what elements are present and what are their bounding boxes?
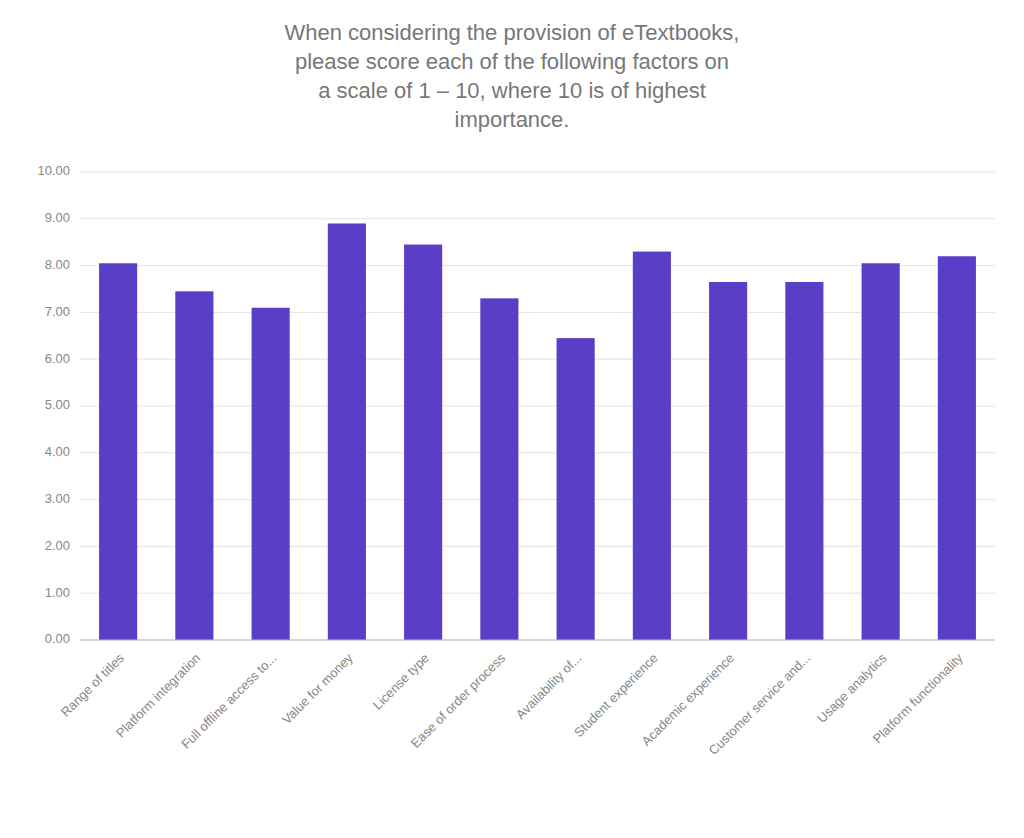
grid-line (80, 265, 995, 266)
y-tick-label: 4.00 (45, 444, 70, 459)
x-axis-line (80, 640, 995, 641)
grid-line (80, 593, 995, 594)
x-tick-label: Usage analytics (814, 650, 890, 726)
bar (252, 308, 290, 640)
bar (709, 282, 747, 640)
bar (633, 252, 671, 640)
y-grid (80, 172, 995, 640)
bar (862, 263, 900, 640)
x-tick-label: Student experience (571, 650, 661, 740)
bars (99, 223, 976, 640)
y-tick-label: 0.00 (45, 631, 70, 646)
bar (175, 291, 213, 640)
y-tick-label: 3.00 (45, 491, 70, 506)
grid-line (80, 359, 995, 360)
bar (938, 256, 976, 640)
x-tick-label: Range of titles (58, 650, 128, 720)
background (0, 0, 1024, 838)
x-tick-label: Customer service and... (706, 650, 814, 758)
bar (328, 223, 366, 640)
x-tick-label: Full offline access to... (178, 650, 279, 751)
x-tick-label: License type (370, 650, 432, 712)
grid-line (80, 499, 995, 500)
y-tick-label: 2.00 (45, 538, 70, 553)
grid-line (80, 218, 995, 219)
bar (404, 245, 442, 640)
grid-line (80, 406, 995, 407)
bar (480, 298, 518, 640)
x-tick-labels: Range of titlesPlatform integrationFull … (58, 650, 966, 758)
bar (557, 338, 595, 640)
grid-line (80, 312, 995, 313)
x-tick-label: Availability of... (513, 650, 585, 722)
x-tick-label: Ease of order process (408, 650, 509, 751)
grid-line (80, 452, 995, 453)
bar (99, 263, 137, 640)
y-tick-label: 9.00 (45, 210, 70, 225)
y-tick-label: 10.00 (37, 163, 70, 178)
x-tick-label: Platform functionality (870, 650, 966, 746)
bar (785, 282, 823, 640)
chart-svg: When considering the provision of eTextb… (0, 0, 1024, 838)
y-tick-label: 1.00 (45, 585, 70, 600)
grid-line (80, 546, 995, 547)
y-tick-label: 8.00 (45, 257, 70, 272)
x-tick-label: Value for money (279, 650, 356, 727)
y-tick-label: 5.00 (45, 397, 70, 412)
chart-container: When considering the provision of eTextb… (0, 0, 1024, 838)
y-tick-label: 7.00 (45, 304, 70, 319)
grid-line (80, 640, 995, 641)
y-tick-labels: 0.00 1.00 2.00 3.00 4.00 5.00 6.00 7.00 8.00 9.00… (37, 163, 70, 646)
y-tick-label: 6.00 (45, 351, 70, 366)
x-tick-label: Platform integration (113, 650, 203, 740)
chart-title: When considering the provision of eTextb… (285, 20, 740, 132)
grid-line (80, 172, 995, 173)
